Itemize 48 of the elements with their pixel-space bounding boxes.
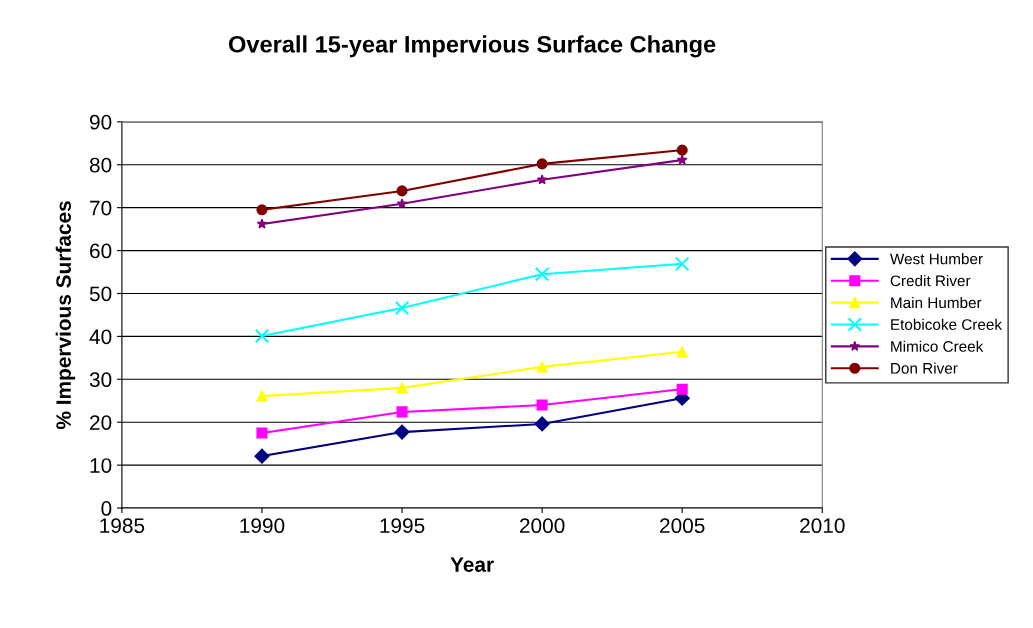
y-tick-label: 0 bbox=[101, 501, 112, 516]
point bbox=[254, 328, 270, 344]
point bbox=[256, 218, 268, 229]
y-axis-title: % Impervious Surfaces bbox=[55, 201, 76, 430]
y-tick-label: 50 bbox=[89, 286, 112, 302]
x-tick-label: 2010 bbox=[800, 518, 845, 534]
y-tick-label: 40 bbox=[89, 329, 112, 345]
y-tick-label: 10 bbox=[90, 458, 112, 473]
point bbox=[254, 448, 270, 464]
point bbox=[394, 300, 410, 316]
y-tick-label: 70 bbox=[90, 200, 112, 216]
y-tick-label: 20 bbox=[90, 415, 112, 430]
point bbox=[396, 198, 408, 209]
chart-title: Overall 15-year Impervious Surface Change bbox=[228, 35, 716, 58]
y-tick-label: 60 bbox=[90, 243, 112, 259]
point bbox=[536, 158, 548, 170]
point bbox=[674, 256, 690, 272]
point bbox=[534, 266, 550, 282]
y-tick-label: 30 bbox=[89, 372, 112, 388]
legend-label: West Humber bbox=[890, 253, 983, 265]
x-axis-title: Year bbox=[450, 557, 494, 572]
point bbox=[676, 383, 688, 395]
point bbox=[396, 185, 408, 197]
legend-label: Don River bbox=[891, 362, 958, 374]
legend-label: Credit River bbox=[890, 275, 971, 287]
point bbox=[534, 416, 550, 432]
point bbox=[536, 174, 548, 185]
point bbox=[256, 390, 268, 402]
x-tick-label: 2000 bbox=[520, 518, 565, 534]
point bbox=[536, 361, 548, 373]
legend-label: Mimico Creek bbox=[891, 340, 984, 352]
x-tick-label: 1990 bbox=[240, 518, 285, 534]
point bbox=[394, 424, 410, 440]
point bbox=[396, 406, 408, 418]
point bbox=[676, 144, 688, 156]
point bbox=[676, 154, 688, 165]
point bbox=[256, 427, 268, 439]
x-tick-label: 1985 bbox=[100, 518, 145, 534]
point bbox=[396, 382, 408, 394]
point bbox=[256, 204, 268, 216]
legend-label: Etobicoke Creek bbox=[891, 318, 1003, 330]
x-tick-label: 2005 bbox=[660, 518, 705, 534]
x-tick-label: 1995 bbox=[380, 518, 425, 534]
y-tick-label: 90 bbox=[89, 114, 112, 130]
legend-label: Main Humber bbox=[891, 296, 982, 309]
point bbox=[536, 399, 548, 411]
point bbox=[676, 346, 688, 358]
y-tick-label: 80 bbox=[89, 157, 112, 173]
